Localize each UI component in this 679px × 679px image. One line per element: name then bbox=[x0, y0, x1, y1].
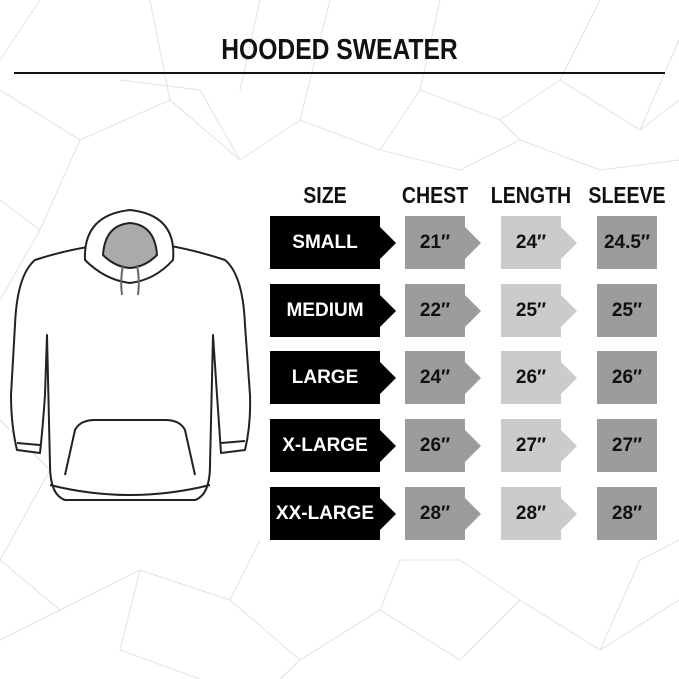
size-cell: X-LARGE bbox=[270, 419, 396, 472]
hoodie-illustration bbox=[10, 209, 252, 501]
chest-value: 22″ bbox=[419, 299, 451, 321]
size-value: XX-LARGE bbox=[275, 502, 375, 524]
chest-cell: 21″ bbox=[405, 216, 481, 269]
size-cell: MEDIUM bbox=[270, 284, 396, 337]
chest-value: 24″ bbox=[419, 366, 451, 388]
chest-value: 21″ bbox=[419, 231, 451, 253]
length-value: 26″ bbox=[515, 366, 547, 388]
size-value: SMALL bbox=[292, 231, 358, 253]
sleeve-value: 26″ bbox=[611, 366, 643, 388]
length-value: 24″ bbox=[515, 231, 547, 253]
header-sleeve: SLEEVE bbox=[588, 182, 666, 208]
size-cell: LARGE bbox=[270, 351, 396, 404]
size-value: MEDIUM bbox=[286, 299, 364, 321]
sleeve-cell: 27″ bbox=[597, 419, 657, 472]
sleeve-cell: 24.5″ bbox=[597, 216, 657, 269]
sleeve-value: 24.5″ bbox=[603, 231, 651, 253]
chest-cell: 28″ bbox=[405, 487, 481, 540]
sleeve-value: 27″ bbox=[611, 434, 643, 456]
sleeve-cell: 28″ bbox=[597, 487, 657, 540]
title-divider bbox=[14, 72, 665, 74]
length-value: 28″ bbox=[515, 502, 547, 524]
sleeve-cell: 25″ bbox=[597, 284, 657, 337]
size-value: X-LARGE bbox=[282, 434, 368, 456]
sleeve-cell: 26″ bbox=[597, 351, 657, 404]
chest-value: 26″ bbox=[419, 434, 451, 456]
length-value: 27″ bbox=[515, 434, 547, 456]
chest-value: 28″ bbox=[419, 502, 451, 524]
chest-cell: 22″ bbox=[405, 284, 481, 337]
size-cell: XX-LARGE bbox=[270, 487, 396, 540]
header-length: LENGTH bbox=[490, 182, 572, 208]
length-cell: 28″ bbox=[501, 487, 577, 540]
length-value: 25″ bbox=[515, 299, 547, 321]
header-size: SIZE bbox=[303, 182, 347, 208]
length-cell: 25″ bbox=[501, 284, 577, 337]
size-cell: SMALL bbox=[270, 216, 396, 269]
header-chest: CHEST bbox=[401, 182, 469, 208]
length-cell: 27″ bbox=[501, 419, 577, 472]
size-value: LARGE bbox=[291, 366, 359, 388]
length-cell: 26″ bbox=[501, 351, 577, 404]
chest-cell: 26″ bbox=[405, 419, 481, 472]
chart-title: HOODED SWEATER bbox=[221, 34, 458, 66]
length-cell: 24″ bbox=[501, 216, 577, 269]
sleeve-value: 28″ bbox=[611, 502, 643, 524]
sleeve-value: 25″ bbox=[611, 299, 643, 321]
chest-cell: 24″ bbox=[405, 351, 481, 404]
